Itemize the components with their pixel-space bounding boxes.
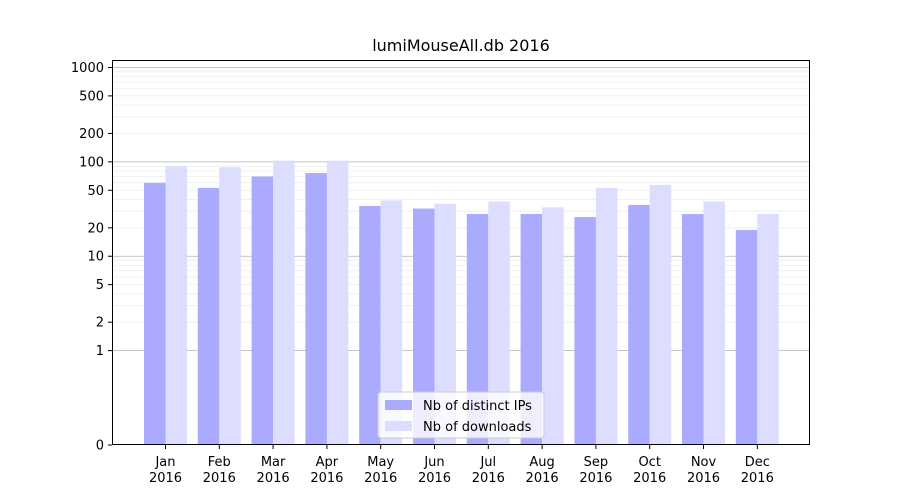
bar-distinct-ips (574, 217, 596, 445)
x-tick-label-line: Apr (316, 455, 339, 470)
y-tick-label: 10 (87, 250, 104, 265)
bar-downloads (380, 200, 403, 445)
bar-distinct-ips (735, 229, 758, 445)
x-tick-label: Jan 2016 (149, 455, 182, 486)
bar-downloads (219, 167, 241, 445)
x-tick-label-line: Sep (584, 455, 609, 470)
y-tick-label: 0 (96, 439, 104, 454)
legend: Nb of distinct IPs Nb of downloads (377, 391, 545, 439)
x-tick-label-line: 2016 (472, 471, 505, 486)
bar-distinct-ips (359, 206, 381, 445)
x-tick-label-line: Aug (529, 455, 554, 470)
y-tick-label: 5 (96, 278, 104, 293)
legend-swatch (385, 400, 412, 410)
x-tick-label-line: May (367, 455, 394, 470)
bar-downloads (165, 166, 187, 445)
x-tick-label-line: 2016 (418, 471, 451, 486)
y-tick-label: 200 (79, 127, 104, 142)
x-tick-label-line: Nov (691, 455, 717, 470)
y-tick-label: 500 (79, 89, 104, 104)
x-tick-label: Aug 2016 (526, 455, 559, 486)
bar-distinct-ips (682, 214, 704, 445)
x-tick-label: Nov 2016 (687, 455, 720, 486)
bar-distinct-ips (628, 204, 650, 445)
x-tick-label-line: 2016 (633, 471, 666, 486)
bar-distinct-ips (466, 214, 489, 445)
x-tick-label-line: 2016 (203, 471, 236, 486)
y-tick-label: 1000 (71, 61, 104, 76)
x-tick-label-line: Jan (154, 455, 175, 470)
x-tick-label: Oct 2016 (633, 455, 666, 486)
x-tick-label-line: Oct (638, 455, 660, 470)
bar-downloads (326, 160, 349, 445)
bar-downloads (649, 184, 672, 446)
bar-downloads (488, 201, 510, 445)
bar-downloads (542, 207, 564, 445)
legend-swatch (385, 421, 412, 431)
y-axis: 0 1 2 5 10 20 50 100 200 500 1000 (71, 61, 112, 454)
x-tick-label-line: 2016 (310, 471, 343, 486)
x-tick-label-line: Jun (423, 455, 444, 470)
y-tick-label: 20 (87, 221, 104, 236)
y-tick-label: 2 (96, 316, 104, 331)
plot-area-frame (112, 60, 810, 445)
x-tick-label-line: Jul (479, 455, 496, 470)
x-tick-label-line: 2016 (579, 471, 612, 486)
bar-downloads (595, 187, 618, 446)
legend-label: Nb of downloads (423, 420, 532, 435)
y-tick-label: 50 (87, 184, 104, 199)
legend-label: Nb of distinct IPs (423, 399, 532, 414)
bar-distinct-ips (520, 214, 543, 445)
bar-distinct-ips (305, 173, 327, 446)
x-tick-label: Jul 2016 (472, 455, 505, 486)
bar-downloads (273, 160, 295, 445)
x-tick-label: Dec 2016 (741, 455, 774, 486)
y-tick-label: 100 (79, 155, 104, 170)
x-tick-label-line: Dec (745, 455, 770, 470)
legend-box (377, 391, 545, 439)
bar-distinct-ips (413, 208, 435, 445)
x-tick-label: May 2016 (364, 455, 397, 486)
x-tick-label-line: 2016 (257, 471, 290, 486)
bar-distinct-ips (197, 187, 220, 446)
chart-title: lumiMouseAll.db 2016 (372, 36, 550, 55)
x-tick-label-line: 2016 (687, 471, 720, 486)
x-tick-label-line: 2016 (364, 471, 397, 486)
bar-downloads (757, 214, 779, 445)
x-tick-label: Apr 2016 (310, 455, 343, 486)
x-tick-label: Sep 2016 (579, 455, 612, 486)
bar-distinct-ips (251, 176, 274, 445)
x-tick-label-line: Feb (208, 455, 231, 470)
x-tick-label: Jun 2016 (418, 455, 451, 486)
x-tick-label: Feb 2016 (203, 455, 236, 486)
x-tick-label-line: Mar (261, 455, 286, 470)
x-tick-label: Mar 2016 (257, 455, 290, 486)
y-tick-label: 1 (96, 344, 104, 359)
bars-layer (144, 160, 779, 446)
bar-downloads (703, 201, 725, 445)
x-tick-label-line: 2016 (741, 471, 774, 486)
bar-downloads (434, 203, 456, 445)
bar-distinct-ips (144, 182, 166, 445)
x-tick-label-line: 2016 (526, 471, 559, 486)
x-tick-label-line: 2016 (149, 471, 182, 486)
